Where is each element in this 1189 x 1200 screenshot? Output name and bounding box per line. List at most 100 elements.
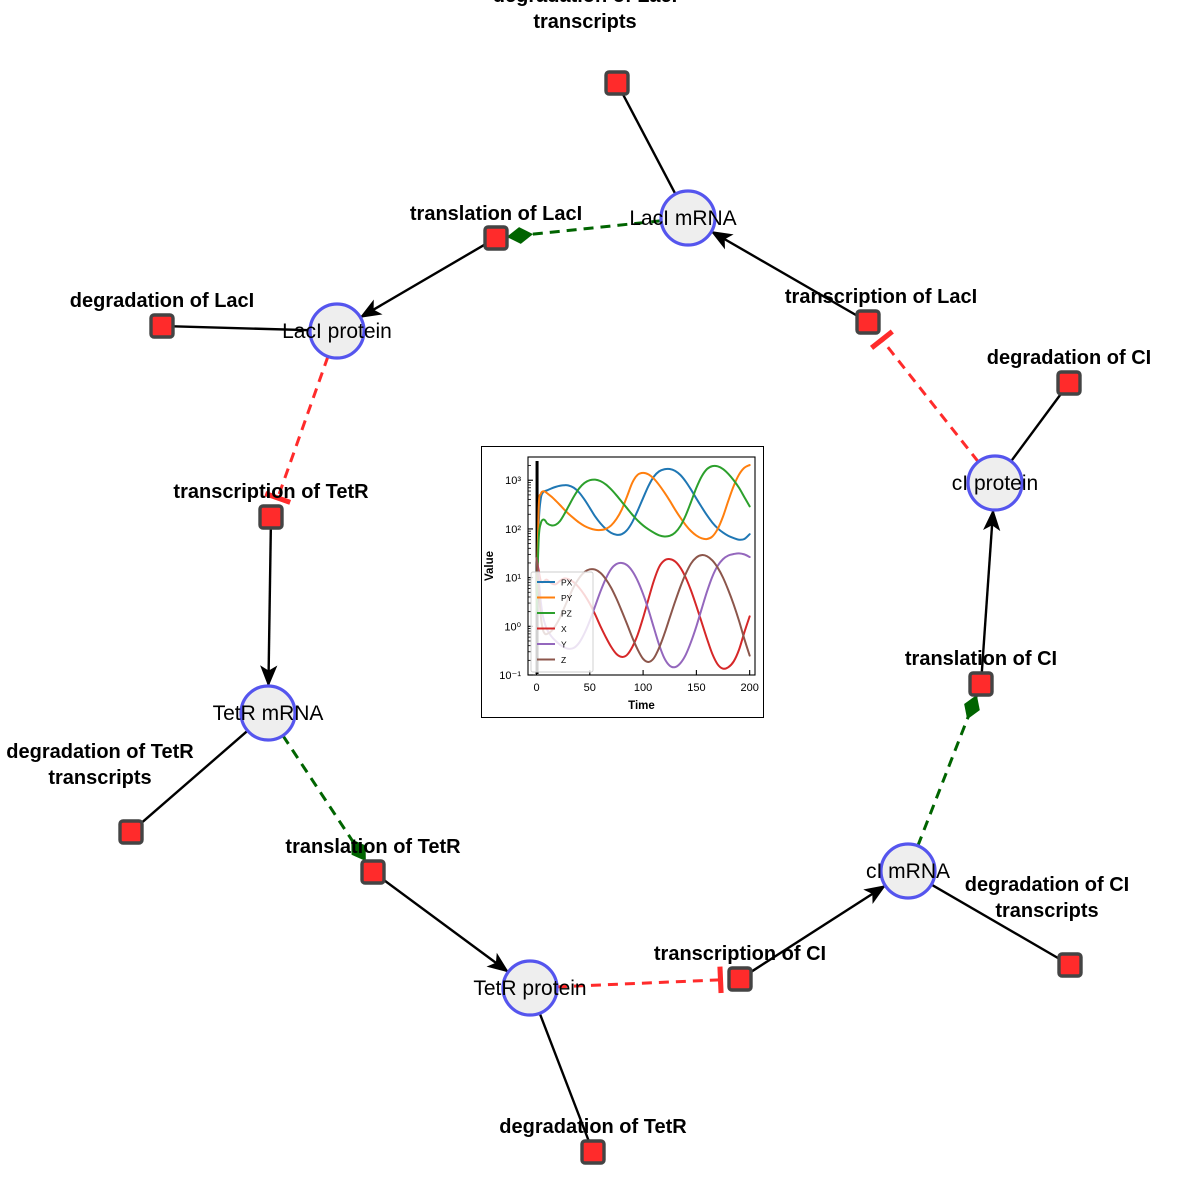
svg-text:degradation of CI: degradation of CI xyxy=(965,874,1129,896)
edge-deg_ci-to-ci_protein xyxy=(1010,393,1062,463)
edge-translation_tetr-to-tetr_protein xyxy=(383,879,510,973)
edge-transcription_tetr-to-tetr_mrna xyxy=(260,527,278,687)
edge-deg_laci_tx-to-laci_mrna xyxy=(621,93,677,195)
edge-layer xyxy=(141,93,1062,1142)
x-tick-label: 200 xyxy=(740,682,758,694)
edge-ci_mrna-to-translation_ci xyxy=(916,694,980,847)
legend-label-Z: Z xyxy=(561,655,566,665)
edge-deg_laci-to-laci_protein xyxy=(172,325,311,332)
series-line-PZ xyxy=(535,464,751,613)
edge-deg_tetr_tx-to-tetr_mrna xyxy=(141,729,249,824)
reaction-label-deg_tetr: degradation of TetR xyxy=(499,1116,687,1138)
species-node-laci_protein[interactable] xyxy=(308,302,366,360)
species-node-tetr_protein[interactable] xyxy=(501,959,559,1017)
edge-deg_tetr-to-tetr_protein xyxy=(538,1012,590,1142)
reaction-node-transcription_laci[interactable] xyxy=(855,309,881,335)
svg-text:translation of TetR: translation of TetR xyxy=(285,836,461,858)
reaction-label-deg_laci: degradation of LacI xyxy=(70,290,254,312)
reaction-node-deg_ci_tx[interactable] xyxy=(1057,952,1083,978)
svg-text:transcription of TetR: transcription of TetR xyxy=(173,481,369,503)
edge-laci_mrna-to-translation_laci xyxy=(506,219,662,244)
svg-text:degradation of LacI: degradation of LacI xyxy=(493,0,677,7)
legend-label-Y: Y xyxy=(561,639,567,649)
plot-legend: PX PY PZ XYZ xyxy=(530,571,594,673)
reaction-label-transcription_ci: transcription of CI xyxy=(654,943,826,965)
species-node-ci_mrna[interactable] xyxy=(879,842,937,900)
y-tick-label: 10² xyxy=(505,524,521,536)
species-node-tetr_mrna[interactable] xyxy=(239,684,297,742)
species-label-laci_protein: LacI protein xyxy=(282,320,392,343)
species-label-laci_mrna: LacI mRNA xyxy=(629,207,736,230)
reaction-node-translation_tetr[interactable] xyxy=(360,859,386,885)
legend-label-PX: PX xyxy=(561,577,573,587)
x-axis-title: Time xyxy=(628,700,655,712)
edge-translation_ci-to-ci_protein xyxy=(980,509,1001,674)
edge-tetr_mrna-to-translation_tetr xyxy=(281,734,367,862)
reaction-node-translation_laci[interactable] xyxy=(483,225,509,251)
timecourse-chart-svg: PX PY PZ XYZ 10⁻¹ 10⁰ 10¹ 10² 10³ 0 50 100 150 200 Ti… xyxy=(484,456,759,712)
svg-text:translation of LacI: translation of LacI xyxy=(410,203,582,225)
edge-laci_protein-to-transcription_tetr xyxy=(264,355,330,505)
species-node-ci_protein[interactable] xyxy=(966,454,1024,512)
edge-tetr_protein-to-transcription_ci xyxy=(556,966,724,994)
series-line-PY xyxy=(535,464,751,613)
inset-timecourse-plot: PX PY PZ X Y Z 10⁻¹ 10⁰ 10¹ 10² 10³ 0 50 100 150 200 Ti… xyxy=(481,446,764,718)
x-tick-label: 50 xyxy=(584,682,596,694)
svg-text:degradation of TetR: degradation of TetR xyxy=(499,1116,687,1138)
y-tick-label: 10⁻¹ xyxy=(499,670,521,682)
edge-deg_ci_tx-to-ci_mrna xyxy=(930,883,1060,960)
svg-text:degradation of TetR: degradation of TetR xyxy=(6,741,194,763)
edge-ci_protein-to-transcription_laci xyxy=(869,329,980,463)
legend-label-X: X xyxy=(561,624,567,634)
reaction-node-deg_laci_tx[interactable] xyxy=(604,70,630,96)
reaction-label-deg_ci_tx: degradation of CI transcripts xyxy=(965,874,1129,922)
species-label-ci_protein: cI protein xyxy=(952,472,1038,495)
svg-text:transcripts: transcripts xyxy=(995,900,1098,922)
x-tick-label: 150 xyxy=(687,682,705,694)
plot-frame xyxy=(527,456,756,676)
edge-transcription_ci-to-ci_mrna xyxy=(750,885,887,973)
edge-transcription_laci-to-laci_mrna xyxy=(710,230,858,317)
reaction-node-transcription_ci[interactable] xyxy=(727,966,753,992)
reaction-node-transcription_tetr[interactable] xyxy=(258,504,284,530)
node-layer xyxy=(118,70,1083,1165)
species-label-tetr_protein: TetR protein xyxy=(473,977,586,1000)
svg-text:transcription of CI: transcription of CI xyxy=(654,943,826,965)
reaction-label-deg_tetr_tx: degradation of TetR transcripts xyxy=(6,741,194,789)
svg-text:transcripts: transcripts xyxy=(48,767,151,789)
reaction-node-translation_ci[interactable] xyxy=(968,671,994,697)
y-axis-title: Value xyxy=(484,551,496,581)
reaction-node-deg_tetr_tx[interactable] xyxy=(118,819,144,845)
reaction-label-translation_tetr: translation of TetR xyxy=(285,836,461,858)
species-label-ci_mrna: cI mRNA xyxy=(866,860,950,883)
edge-translation_laci-to-laci_protein xyxy=(359,243,486,318)
reaction-label-deg_ci: degradation of CI xyxy=(987,347,1151,369)
reaction-node-deg_ci[interactable] xyxy=(1056,370,1082,396)
x-tick-label: 100 xyxy=(634,682,652,694)
reaction-label-transcription_tetr: transcription of TetR xyxy=(173,481,369,503)
x-tick-label: 0 xyxy=(533,682,539,694)
reaction-label-translation_ci: translation of CI xyxy=(905,648,1057,670)
plot-text-group: 10⁻¹ 10⁰ 10¹ 10² 10³ 0 50 100 150 200 Time Value xyxy=(484,475,759,712)
svg-text:transcripts: transcripts xyxy=(533,11,636,33)
svg-text:translation of CI: translation of CI xyxy=(905,648,1057,670)
svg-text:degradation of LacI: degradation of LacI xyxy=(70,290,254,312)
series-line-PX xyxy=(535,467,751,613)
svg-text:transcription of LacI: transcription of LacI xyxy=(785,286,977,308)
y-tick-label: 10³ xyxy=(505,475,521,487)
reaction-label-transcription_laci: transcription of LacI xyxy=(785,286,977,308)
y-tick-label: 10⁰ xyxy=(504,621,521,633)
legend-label-PZ: PZ xyxy=(561,608,572,618)
label-layer: LacI mRNA LacI protein TetR mRNA TetR prote… xyxy=(6,0,1151,1138)
legend-label-PY: PY xyxy=(561,593,573,603)
reaction-node-deg_tetr[interactable] xyxy=(580,1139,606,1165)
species-label-tetr_mrna: TetR mRNA xyxy=(213,702,324,725)
reaction-label-translation_laci: translation of LacI xyxy=(410,203,582,225)
svg-text:degradation of CI: degradation of CI xyxy=(987,347,1151,369)
y-tick-label: 10¹ xyxy=(505,573,521,585)
reaction-label-deg_laci_tx: degradation of LacI transcripts xyxy=(493,0,677,33)
reaction-node-deg_laci[interactable] xyxy=(149,313,175,339)
species-node-laci_mrna[interactable] xyxy=(659,189,717,247)
